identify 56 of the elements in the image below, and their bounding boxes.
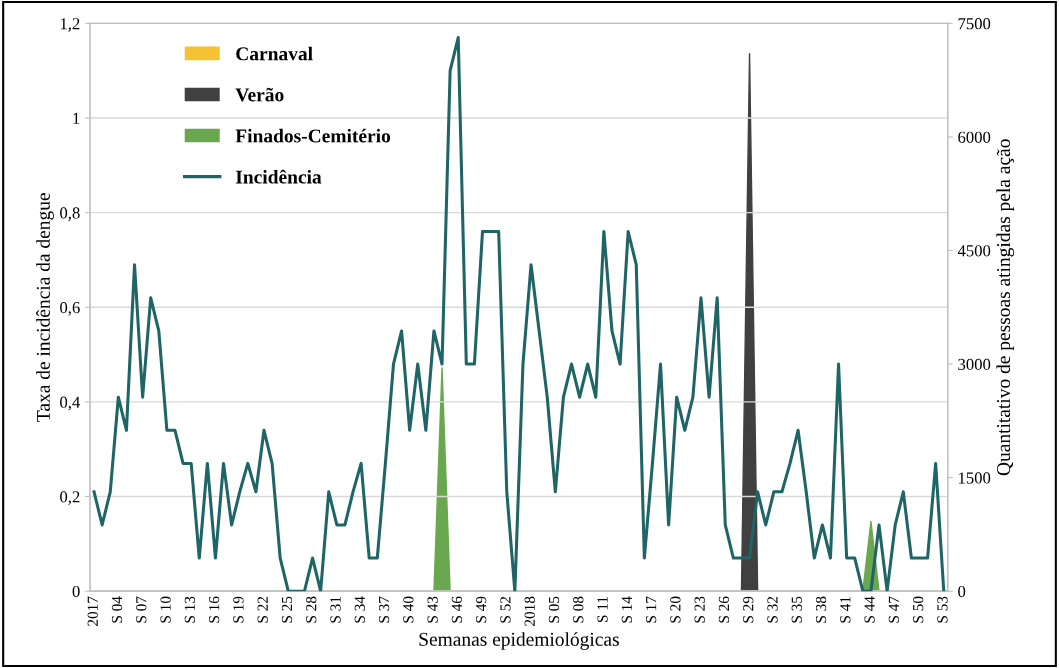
y-tick-label: 0,2: [60, 491, 80, 505]
y-tick-label: 0: [72, 585, 80, 598]
legend-label: Incidência: [235, 169, 322, 184]
y2-tick-label: 1500: [958, 472, 991, 484]
x-axis-title: Semanas epidemiológicas: [419, 632, 619, 650]
x-tick-label: 2018: [524, 596, 535, 626]
x-tick-label: S 29: [743, 596, 754, 623]
x-tick-label: S 16: [209, 596, 220, 623]
legend-label: Verão: [235, 87, 284, 102]
legend-label: Carnaval: [236, 46, 313, 61]
x-tick-label: S 22: [257, 596, 268, 623]
y-tick-label: 0,6: [60, 301, 80, 316]
y-tick-label: 0,8: [60, 207, 80, 221]
x-tick-label: S 07: [136, 596, 147, 623]
x-tick-label: S 37: [378, 596, 390, 623]
x-tick-label: S 13: [184, 596, 195, 623]
y-tick-label: 1,2: [60, 18, 80, 32]
y-tick-label: 0,4: [60, 396, 81, 411]
x-tick-label: S 44: [864, 596, 875, 623]
x-tick-label: S 38: [815, 596, 827, 623]
x-tick-label: S 41: [840, 596, 851, 623]
y2-tick-label: 6000: [958, 131, 991, 143]
x-tick-label: S 46: [451, 596, 463, 623]
x-tick-label: S 31: [330, 596, 341, 623]
legend-label: Finados-Cemitério: [235, 128, 391, 143]
x-tick-label: S 28: [306, 596, 317, 623]
x-tick-label: S 32: [767, 596, 778, 623]
x-tick-label: S 20: [670, 596, 681, 623]
y-axis-title: Taxa de incidência da dengue: [36, 193, 54, 422]
x-tick-label: S 34: [354, 596, 365, 623]
x-tick-label: S 10: [160, 596, 171, 623]
y2-tick-label: 7500: [958, 18, 991, 30]
x-tick-label: S 11: [597, 596, 608, 623]
x-tick-label: S 08: [573, 596, 584, 623]
x-tick-label: S 35: [791, 596, 802, 623]
x-tick-label: S 14: [621, 596, 632, 623]
x-tick-label: S 43: [427, 596, 438, 623]
x-tick-label: S 50: [913, 596, 924, 623]
y2-tick-label: 3000: [958, 358, 991, 371]
x-tick-label: S 05: [548, 596, 560, 623]
x-tick-label: S 17: [645, 596, 657, 623]
x-tick-label: 2017: [87, 596, 98, 626]
x-tick-label: S 23: [694, 596, 705, 623]
x-tick-label: S 49: [476, 596, 487, 623]
y2-tick-label: 4500: [957, 245, 991, 257]
y-tick-label: 1: [73, 112, 80, 124]
x-tick-label: S 47: [888, 596, 900, 623]
x-tick-label: S 52: [500, 596, 511, 623]
y2-axis-title: Quantitativo de pessoas atingidas pela ação: [996, 139, 1015, 476]
x-tick-label: S 26: [718, 596, 730, 623]
x-tick-label: S 40: [403, 596, 414, 623]
x-tick-label: S 04: [111, 596, 123, 623]
y2-tick-label: 0: [958, 585, 966, 598]
x-tick-label: S 25: [281, 596, 293, 623]
x-tick-label: S 53: [937, 596, 948, 623]
x-tick-label: S 19: [233, 596, 244, 623]
